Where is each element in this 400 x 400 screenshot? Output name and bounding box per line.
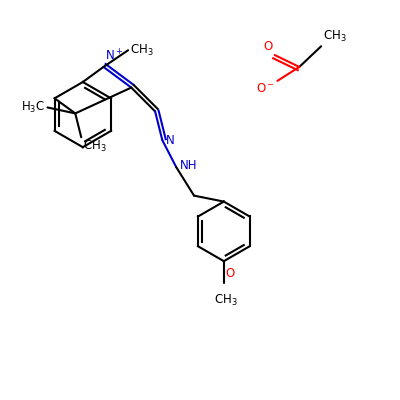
Text: CH$_3$: CH$_3$ xyxy=(323,29,347,44)
Text: O: O xyxy=(226,267,235,280)
Text: CH$_3$: CH$_3$ xyxy=(130,43,154,58)
Text: CH$_3$: CH$_3$ xyxy=(214,293,238,308)
Text: O: O xyxy=(264,40,273,54)
Text: N$^+$: N$^+$ xyxy=(105,48,124,64)
Text: O$^-$: O$^-$ xyxy=(256,82,276,96)
Text: CH$_3$: CH$_3$ xyxy=(83,139,107,154)
Text: NH: NH xyxy=(180,158,198,172)
Text: H$_3$C: H$_3$C xyxy=(21,100,46,115)
Text: N: N xyxy=(166,134,175,147)
